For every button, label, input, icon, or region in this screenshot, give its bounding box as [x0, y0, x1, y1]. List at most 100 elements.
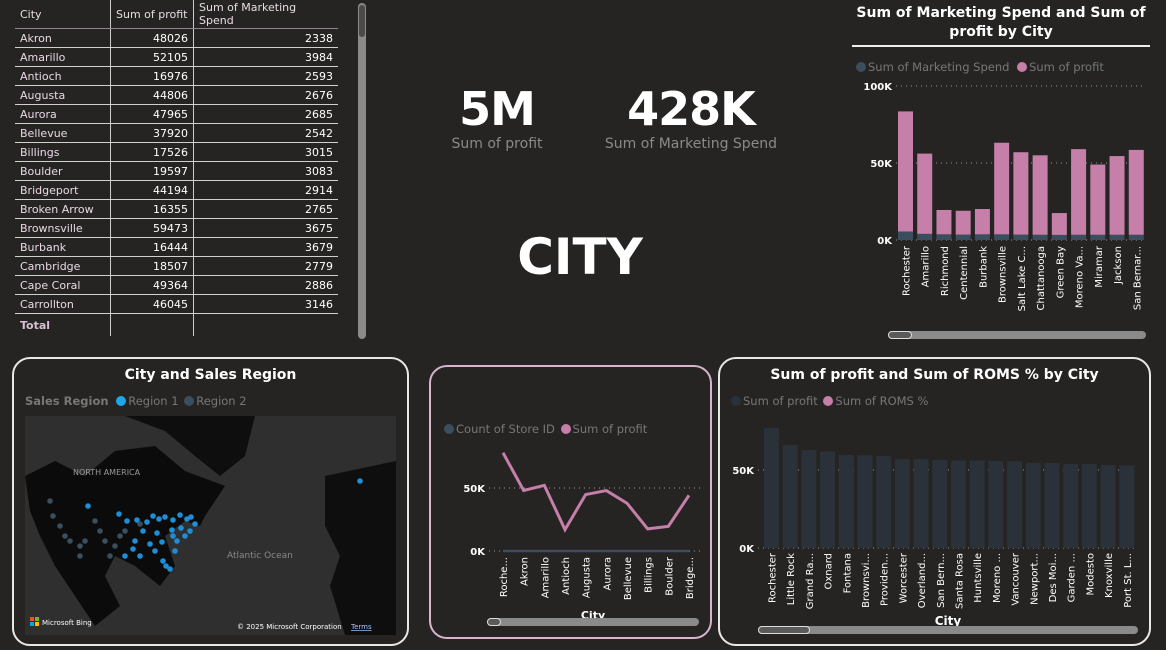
- legend-profit[interactable]: Sum of profit: [743, 394, 818, 408]
- map-point-region2[interactable]: [117, 533, 123, 539]
- legend-profit[interactable]: Sum of profit: [1029, 60, 1104, 74]
- map-point-region1[interactable]: [170, 517, 176, 523]
- marketing-profit-chart: Sum of Marketing Spend and Sum of profit…: [850, 4, 1152, 344]
- cell-marketing: 2685: [193, 104, 338, 124]
- table-row[interactable]: Burbank 16444 3679: [15, 237, 338, 257]
- map-point-region1[interactable]: [357, 478, 363, 484]
- chart-hscrollbar[interactable]: [758, 626, 1138, 634]
- map-point-region1[interactable]: [134, 517, 140, 523]
- map-point-region1[interactable]: [178, 525, 184, 531]
- map-point-region1[interactable]: [172, 548, 178, 554]
- col-header-profit[interactable]: Sum of profit: [110, 0, 194, 29]
- map-point-region2[interactable]: [92, 518, 98, 524]
- map-point-region1[interactable]: [159, 539, 165, 545]
- map-point-region1[interactable]: [162, 514, 168, 520]
- bar-profit: [974, 209, 990, 235]
- map-point-region1[interactable]: [116, 511, 122, 517]
- cell-city: Billings: [15, 142, 111, 162]
- legend-profit[interactable]: Sum of profit: [572, 422, 648, 436]
- map-point-region1[interactable]: [144, 519, 150, 525]
- map-point-region1[interactable]: [192, 521, 198, 527]
- chart-hscrollbar[interactable]: [888, 331, 1146, 339]
- table-row[interactable]: Carrollton 46045 3146: [15, 294, 338, 314]
- map-point-region2[interactable]: [82, 538, 88, 544]
- map-terms-link[interactable]: Terms: [350, 623, 372, 631]
- map-point-region1[interactable]: [187, 528, 193, 534]
- table-scrollbar[interactable]: [358, 3, 366, 339]
- map-point-region1[interactable]: [130, 546, 136, 552]
- map-point-region1[interactable]: [188, 514, 194, 520]
- col-header-city[interactable]: City: [15, 0, 111, 29]
- cell-profit: 19597: [110, 161, 194, 181]
- table-row[interactable]: Boulder 19597 3083: [15, 161, 338, 181]
- map-point-region1[interactable]: [163, 563, 169, 569]
- map-point-region1[interactable]: [122, 553, 128, 559]
- legend-region1[interactable]: Region 1: [128, 394, 179, 408]
- legend-roms[interactable]: Sum of ROMS %: [835, 394, 929, 408]
- map-point-region2[interactable]: [47, 498, 53, 504]
- map-point-region1[interactable]: [167, 566, 173, 572]
- map-point-region2[interactable]: [137, 521, 143, 527]
- table-row[interactable]: Akron 48026 2338: [15, 28, 338, 48]
- bar-profit: [988, 460, 1004, 548]
- map-point-region2[interactable]: [122, 528, 128, 534]
- map-point-region1[interactable]: [177, 512, 183, 518]
- map-point-region2[interactable]: [67, 538, 73, 544]
- map-point-region1[interactable]: [152, 548, 158, 554]
- map-point-region2[interactable]: [102, 538, 108, 544]
- map-point-region1[interactable]: [169, 527, 175, 533]
- chart-hscrollbar[interactable]: [487, 618, 699, 626]
- table-row[interactable]: Augusta 44806 2676: [15, 85, 338, 105]
- cell-city: Amarillo: [15, 47, 111, 67]
- table-row[interactable]: Antioch 16976 2593: [15, 66, 338, 86]
- table-row[interactable]: Cambridge 18507 2779: [15, 256, 338, 276]
- table-row[interactable]: Broken Arrow 16355 2765: [15, 199, 338, 219]
- x-tick-label: Knoxville: [1104, 553, 1115, 598]
- legend-region2[interactable]: Region 2: [196, 394, 247, 408]
- x-tick-label: Richmond: [940, 246, 951, 296]
- legend-store-count[interactable]: Count of Store ID: [456, 422, 555, 436]
- table-row[interactable]: Brownsville 59473 3675: [15, 218, 338, 238]
- map-label-atlantic: Atlantic Ocean: [227, 551, 293, 561]
- scroll-thumb[interactable]: [487, 618, 501, 626]
- map-point-region2[interactable]: [97, 528, 103, 534]
- cell-marketing: 2914: [193, 180, 338, 200]
- scroll-thumb[interactable]: [888, 331, 912, 339]
- map-point-region2[interactable]: [57, 523, 63, 529]
- legend-marketing[interactable]: Sum of Marketing Spend: [868, 60, 1010, 74]
- map-canvas[interactable]: NORTH AMERICA Atlantic Ocean Microsoft B…: [25, 416, 396, 635]
- map-point-region2[interactable]: [107, 553, 113, 559]
- map-point-region1[interactable]: [182, 533, 188, 539]
- map-point-region1[interactable]: [124, 518, 130, 524]
- map-point-region2[interactable]: [62, 533, 68, 539]
- col-header-marketing[interactable]: Sum of Marketing Spend: [193, 0, 338, 29]
- table-row[interactable]: Amarillo 52105 3984: [15, 47, 338, 67]
- map-svg[interactable]: NORTH AMERICA Atlantic Ocean Microsoft B…: [25, 416, 396, 635]
- x-tick-label: Rochester: [767, 552, 778, 603]
- x-tick-label: Brownsville: [998, 246, 1009, 303]
- table-row[interactable]: Cape Coral 49364 2886: [15, 275, 338, 295]
- map-point-region1[interactable]: [85, 503, 91, 509]
- map-point-region2[interactable]: [50, 513, 56, 519]
- table-row[interactable]: Bridgeport 44194 2914: [15, 180, 338, 200]
- map-point-region1[interactable]: [140, 528, 146, 534]
- map-point-region1[interactable]: [156, 516, 162, 522]
- table-row[interactable]: Bellevue 37920 2542: [15, 123, 338, 143]
- map-point-region1[interactable]: [147, 541, 153, 547]
- map-point-region1[interactable]: [160, 558, 166, 564]
- map-point-region2[interactable]: [77, 553, 83, 559]
- map-point-region1[interactable]: [154, 530, 160, 536]
- scroll-thumb[interactable]: [359, 5, 365, 37]
- city-heading: CITY: [517, 228, 643, 286]
- table-row[interactable]: Billings 17526 3015: [15, 142, 338, 162]
- scroll-thumb[interactable]: [758, 626, 810, 634]
- map-legend: Sales Region Region 1 Region 2: [25, 394, 407, 408]
- map-point-region1[interactable]: [174, 538, 180, 544]
- table-row[interactable]: Aurora 47965 2685: [15, 104, 338, 124]
- map-point-region2[interactable]: [77, 543, 83, 549]
- map-point-region1[interactable]: [170, 533, 176, 539]
- map-point-region1[interactable]: [137, 553, 143, 559]
- map-point-region2[interactable]: [112, 543, 118, 549]
- map-point-region1[interactable]: [132, 538, 138, 544]
- map-point-region1[interactable]: [150, 513, 156, 519]
